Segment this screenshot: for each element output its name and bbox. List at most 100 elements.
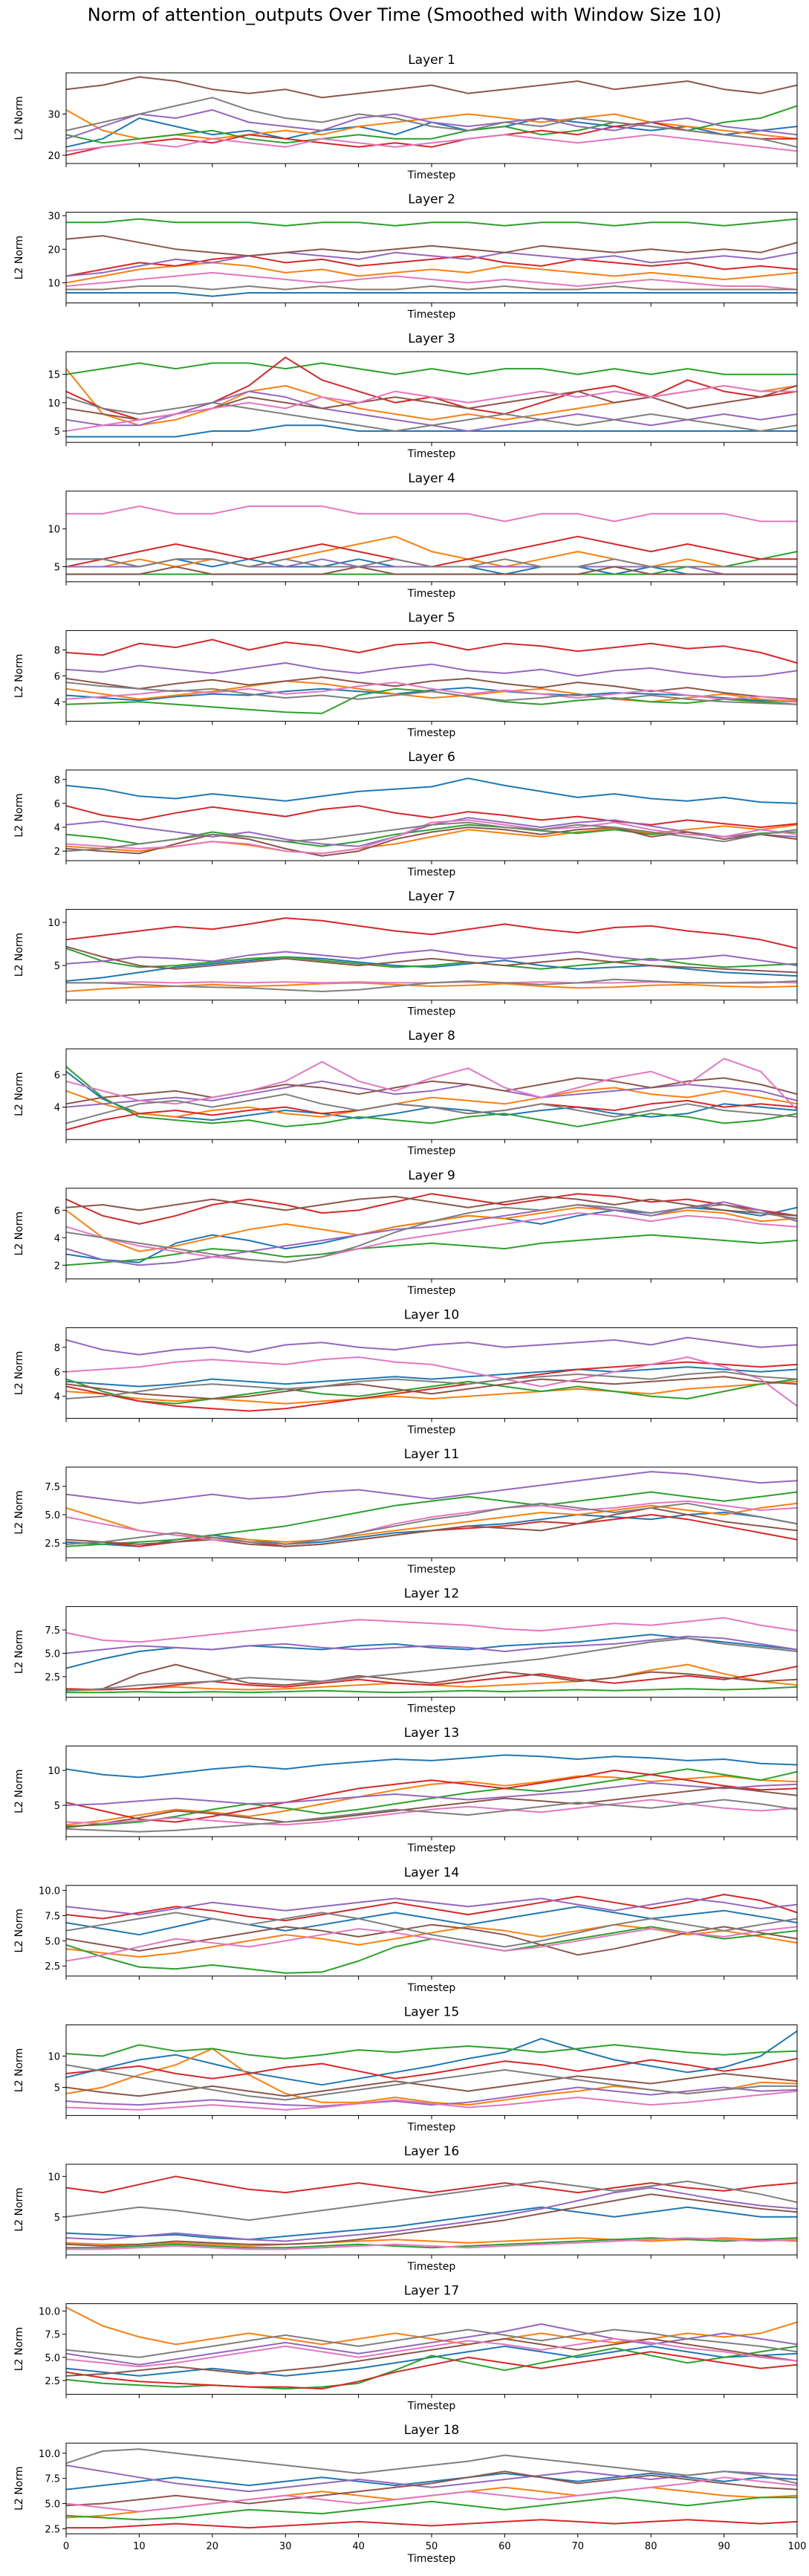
series-line-7 — [66, 2090, 797, 2111]
series-line-7 — [66, 2237, 797, 2250]
x-axis-label: Timestep — [407, 1703, 456, 1715]
x-axis-label: Timestep — [407, 727, 456, 739]
series-group — [66, 218, 797, 297]
series-line-3 — [66, 1491, 797, 1547]
subplot-layer-15: Layer 15 5 10 Timestep L2 Norm — [13, 2004, 798, 2133]
series-line-5 — [66, 251, 797, 277]
subplot-layer-5: Layer 5 4 6 8 Timestep L2 Norm — [13, 610, 798, 739]
series-line-3 — [66, 1378, 797, 1405]
series-line-4 — [66, 1361, 797, 1412]
x-axis-label: Timestep — [407, 309, 456, 321]
y-tick-label: 10 — [48, 2051, 60, 2062]
series-line-1 — [66, 2206, 797, 2241]
y-tick-label: 4 — [54, 1233, 60, 1244]
series-group — [66, 1617, 797, 1694]
x-axis-label: Timestep — [407, 1842, 456, 1854]
series-line-4 — [66, 121, 797, 156]
y-tick-label: 10.0 — [39, 2307, 60, 2318]
subplot-layer-2: Layer 2 10 20 30 Timestep L2 Norm — [13, 192, 798, 321]
series-line-5 — [66, 1201, 797, 1266]
series-line-2 — [66, 680, 797, 703]
series-group — [66, 638, 797, 714]
y-tick-label: 10 — [48, 398, 60, 410]
series-line-3 — [66, 2345, 797, 2390]
subplot-layer-11: Layer 11 2.5 5.0 7.5 Timestep L2 Norm — [13, 1447, 798, 1576]
x-axis-label: Timestep — [407, 2121, 456, 2133]
series-line-6 — [66, 566, 797, 575]
subplot-layer-16: Layer 16 5 10 Timestep L2 Norm — [13, 2144, 798, 2273]
series-line-2 — [66, 1087, 797, 1118]
subplot-title: Layer 16 — [404, 2144, 459, 2159]
series-line-7 — [66, 1799, 797, 1826]
series-line-2 — [66, 2306, 797, 2346]
series-line-8 — [66, 2180, 797, 2221]
x-tick-label: 0 — [63, 2541, 69, 2552]
series-line-8 — [66, 285, 797, 291]
x-tick-label: 90 — [718, 2541, 730, 2552]
series-line-5 — [66, 2187, 797, 2242]
y-tick-label: 4 — [54, 697, 60, 708]
series-line-5 — [66, 1635, 797, 1654]
x-tick-label: 20 — [207, 2541, 219, 2552]
series-line-7 — [66, 385, 797, 432]
series-line-6 — [66, 235, 797, 257]
subplot-layer-3: Layer 3 5 10 15 Timestep — [48, 331, 798, 460]
series-line-3 — [66, 1768, 797, 1828]
series-line-1 — [66, 1906, 797, 1936]
series-line-3 — [66, 1066, 797, 1127]
series-line-5 — [66, 1080, 797, 1108]
subplot-title: Layer 11 — [404, 1447, 459, 1462]
y-tick-label: 6 — [54, 799, 60, 810]
y-tick-label: 7.5 — [45, 1625, 60, 1637]
series-line-5 — [66, 949, 797, 967]
subplot-title: Layer 10 — [404, 1307, 459, 1322]
y-tick-label: 10 — [48, 918, 60, 929]
y-tick-label: 2 — [54, 1261, 60, 1272]
x-tick-label: 10 — [133, 2541, 146, 2552]
y-tick-label: 6 — [54, 1368, 60, 1379]
series-line-8 — [66, 1370, 797, 1399]
y-axis-label: L2 Norm — [13, 933, 25, 977]
x-axis-label: Timestep — [407, 2401, 456, 2412]
series-line-6 — [66, 1077, 797, 1105]
y-tick-label: 5.0 — [45, 1510, 60, 1521]
series-line-8 — [66, 1502, 797, 1545]
subplot-title: Layer 3 — [408, 331, 455, 346]
x-tick-label: 70 — [572, 2541, 585, 2552]
y-tick-label: 6 — [54, 671, 60, 682]
series-line-6 — [66, 945, 797, 974]
y-tick-label: 10.0 — [39, 1886, 60, 1897]
y-tick-label: 7.5 — [45, 2474, 60, 2485]
series-group — [66, 1336, 797, 1412]
subplot-layer-1: Layer 1 20 30 Timestep L2 Norm — [13, 53, 798, 181]
subplot-title: Layer 4 — [408, 471, 455, 486]
series-group — [66, 1471, 797, 1547]
y-axis-label: L2 Norm — [13, 2327, 25, 2371]
series-group — [66, 2175, 797, 2250]
series-line-8 — [66, 1204, 797, 1263]
series-line-8 — [66, 682, 797, 705]
series-line-3 — [66, 1234, 797, 1266]
series-line-4 — [66, 2519, 797, 2529]
subplot-layer-10: Layer 10 4 6 8 Timestep L2 Norm — [13, 1307, 798, 1436]
y-tick-label: 10 — [48, 1766, 60, 1777]
series-line-1 — [66, 777, 797, 804]
y-tick-label: 5.0 — [45, 1936, 60, 1947]
series-line-1 — [66, 2345, 797, 2377]
y-tick-label: 5 — [54, 562, 60, 573]
x-axis-label: Timestep — [407, 169, 456, 181]
series-line-5 — [66, 1897, 797, 1916]
y-tick-label: 10.0 — [39, 2449, 60, 2460]
x-axis-label: Timestep — [407, 867, 456, 878]
y-tick-label: 15 — [48, 370, 60, 381]
y-axis-label: L2 Norm — [13, 1909, 25, 1952]
subplot-layer-17: Layer 17 2.5 5.0 7.5 10.0 Timestep L2 Norm — [13, 2284, 798, 2412]
series-line-8 — [66, 396, 797, 432]
x-tick-label: 100 — [788, 2541, 807, 2552]
y-tick-label: 4 — [54, 1392, 60, 1403]
series-line-4 — [66, 2057, 797, 2080]
series-line-4 — [66, 638, 797, 664]
y-tick-label: 5 — [54, 961, 60, 972]
